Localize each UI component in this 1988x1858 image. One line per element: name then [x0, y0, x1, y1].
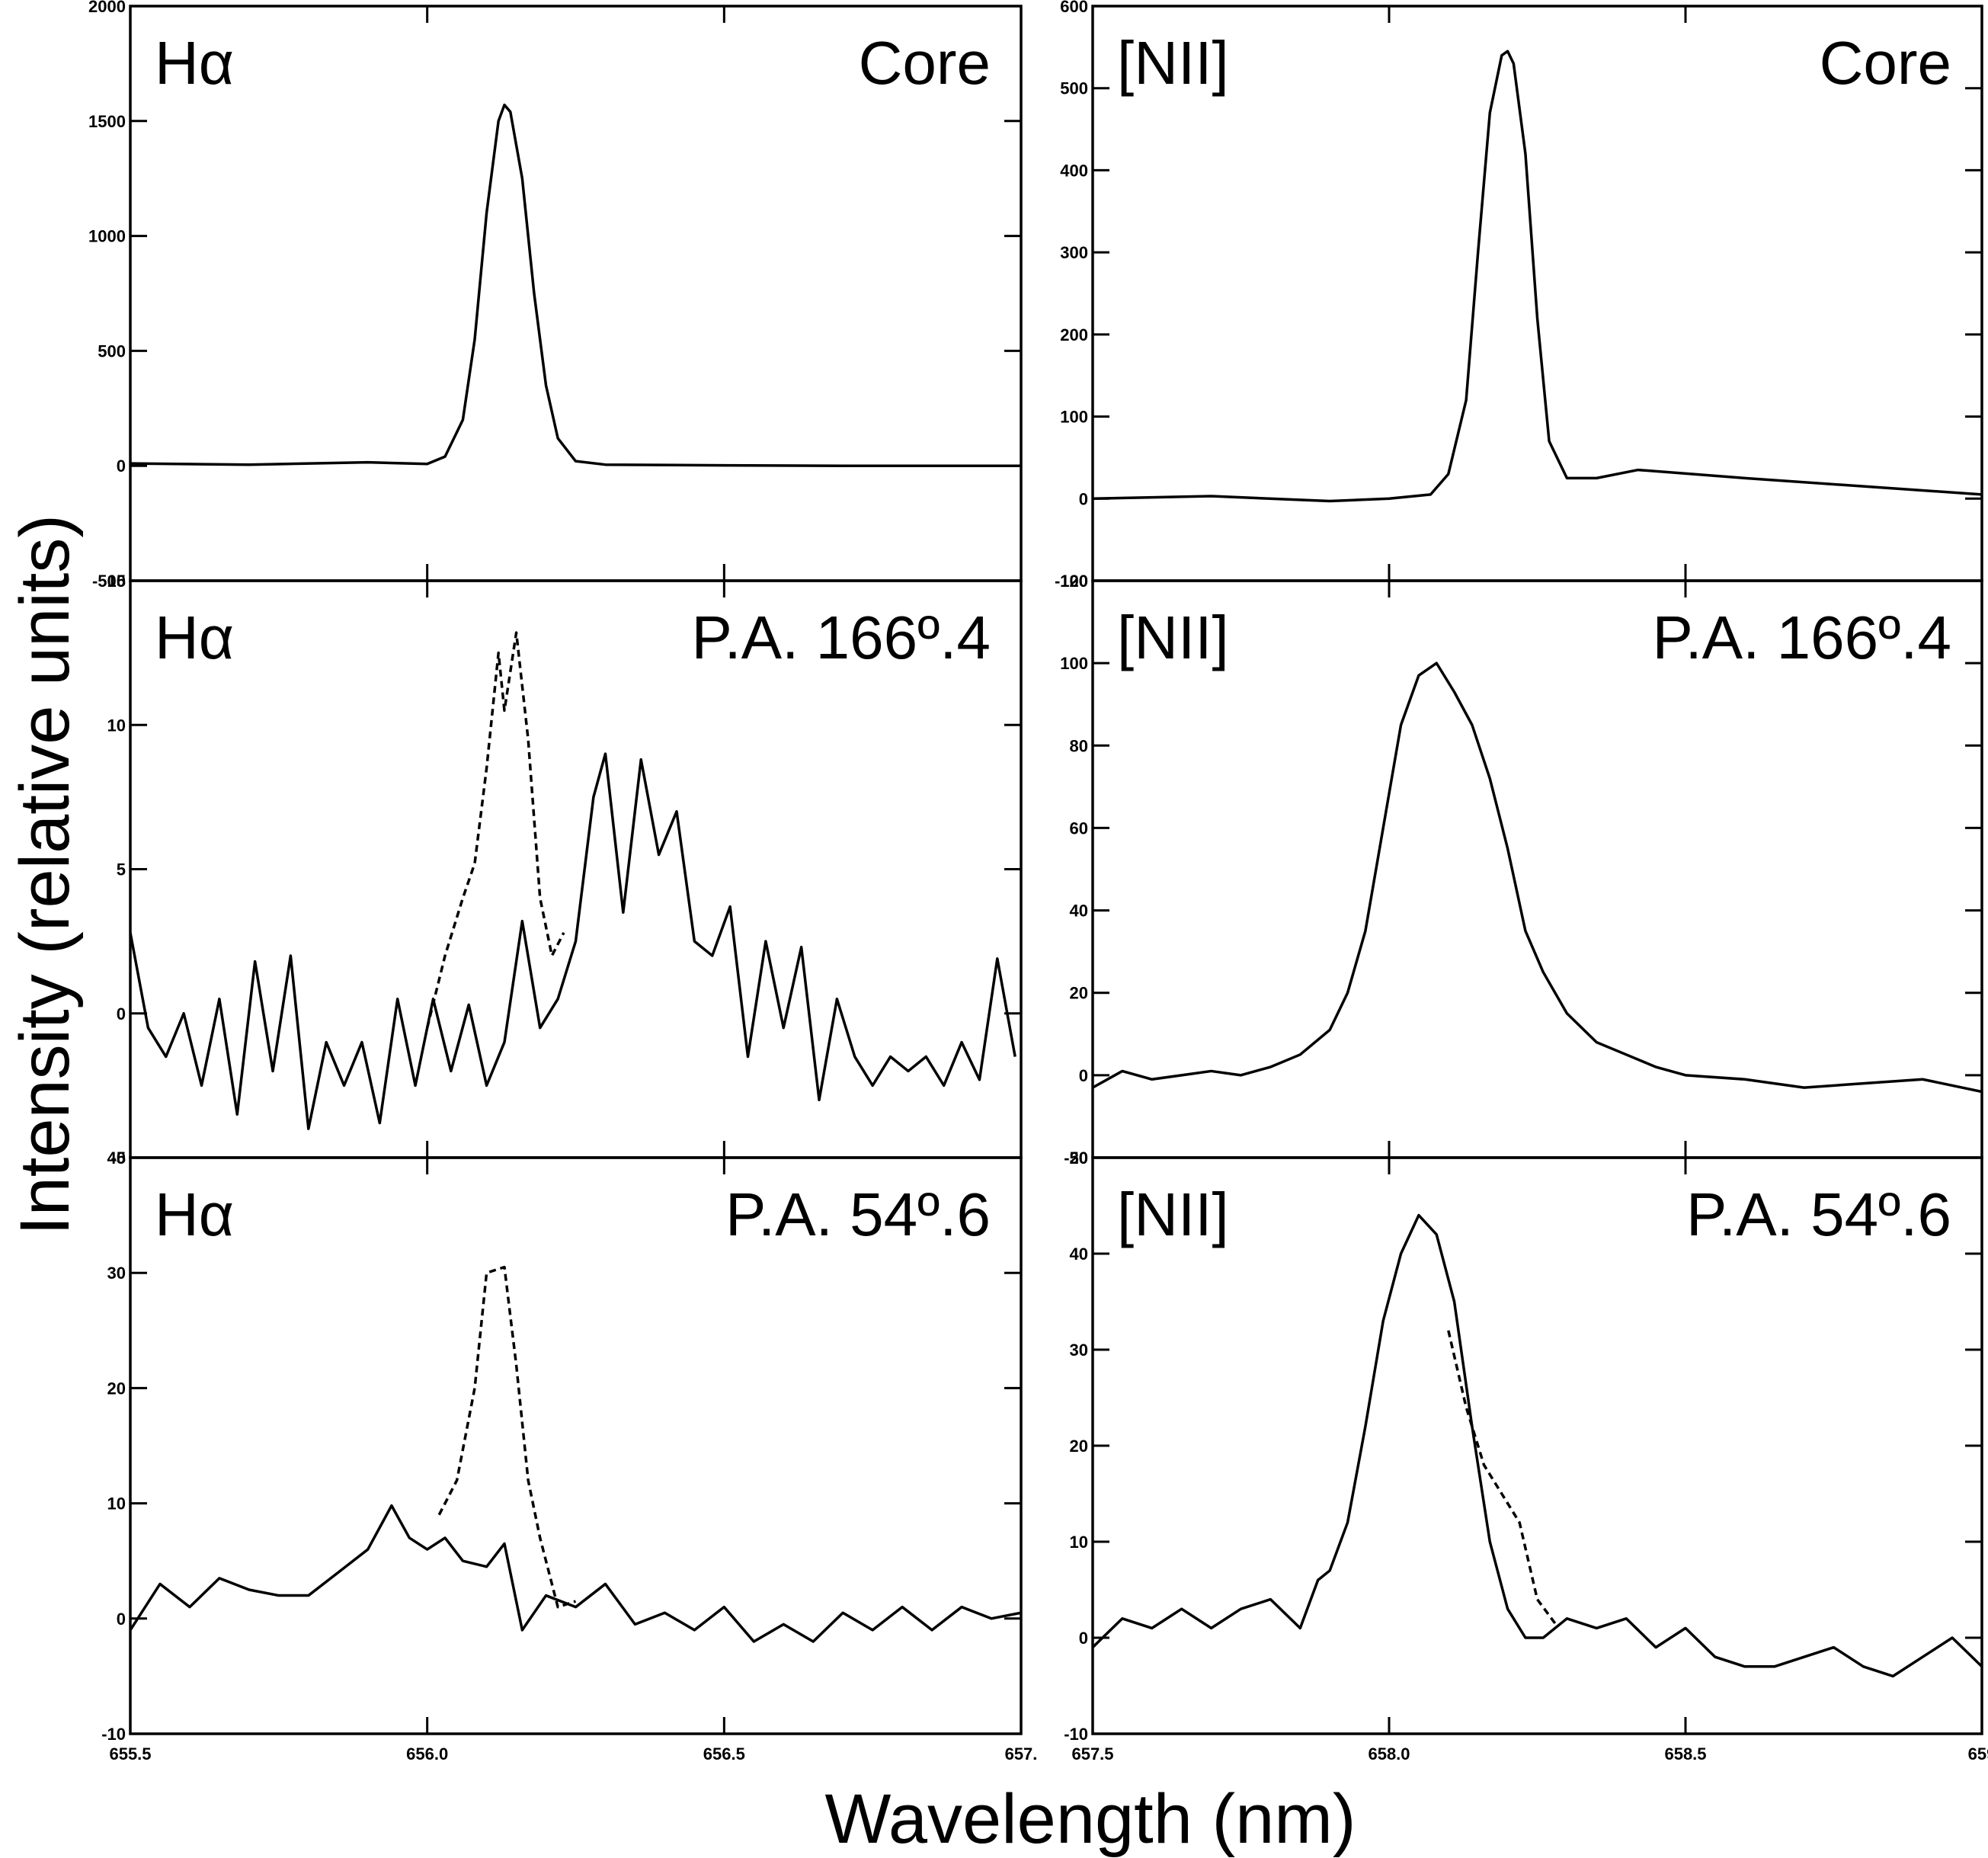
panel-subtitle: P.A. 54º.6: [1686, 1180, 1951, 1248]
panel-subtitle: P.A. 54º.6: [725, 1180, 991, 1248]
y-tick-label: 2000: [88, 0, 126, 16]
y-tick-label: 20: [1070, 984, 1088, 1003]
y-tick-label: 100: [1060, 654, 1088, 673]
x-tick-label: 655.5: [109, 1744, 151, 1763]
y-tick-label: -5: [110, 1148, 126, 1168]
x-tick-label: 659: [1968, 1744, 1988, 1763]
y-tick-label: 100: [1060, 408, 1088, 427]
y-tick-label: 120: [1060, 572, 1088, 591]
y-tick-label: 1000: [88, 227, 126, 246]
y-tick-label: 60: [1070, 818, 1088, 838]
x-tick-label: 656.0: [406, 1744, 448, 1763]
panel-subtitle: P.A. 166º.4: [1653, 604, 1952, 671]
spectrum-line: [1093, 1213, 1982, 1678]
y-tick-label: 0: [117, 1004, 126, 1024]
y-tick-label: 20: [107, 1379, 126, 1398]
spectrum-line: [1093, 662, 1982, 1094]
y-tick-label: 15: [107, 572, 126, 591]
spectrum-line: [1093, 50, 1982, 503]
panel-subtitle: Core: [1820, 29, 1951, 97]
y-tick-label: 0: [1079, 489, 1088, 508]
spectrum-line: [425, 631, 565, 1029]
y-tick-label: 600: [1060, 0, 1088, 16]
y-tick-label: 30: [1070, 1341, 1088, 1360]
x-tick-label: 657.5: [1071, 1744, 1113, 1763]
y-tick-label: 0: [1079, 1629, 1088, 1648]
y-tick-label: 10: [107, 1494, 126, 1514]
y-tick-label: 500: [1060, 79, 1088, 98]
y-tick-label: 500: [98, 341, 126, 360]
y-tick-label: 0: [1079, 1066, 1088, 1085]
y-tick-label: 10: [1070, 1533, 1088, 1552]
y-tick-label: -20: [1064, 1148, 1088, 1168]
y-tick-label: 5: [117, 860, 126, 879]
spectrum-line: [130, 1504, 1021, 1643]
y-tick-label: 10: [107, 716, 126, 735]
y-axis-label: Intensity (relative units): [6, 514, 84, 1235]
y-tick-label: -100: [1055, 572, 1088, 591]
y-tick-label: 40: [1070, 902, 1088, 921]
panel-frame: [1091, 1156, 1983, 1735]
y-tick-label: 1500: [88, 112, 126, 131]
panel-subtitle: Core: [859, 29, 991, 97]
panel-title: [NII]: [1117, 29, 1229, 97]
y-tick-label: 30: [107, 1264, 126, 1283]
y-tick-label: 200: [1060, 325, 1088, 344]
y-tick-label: 300: [1060, 243, 1088, 262]
y-tick-label: 400: [1060, 161, 1088, 180]
panel-title: Hα: [155, 604, 234, 671]
panel-title: Hα: [155, 29, 234, 97]
x-tick-label: 658.5: [1664, 1744, 1706, 1763]
y-tick-label: 0: [117, 456, 126, 476]
spectrum-line: [130, 103, 1021, 467]
panel-title: Hα: [155, 1180, 234, 1248]
panel-title: [NII]: [1117, 604, 1229, 671]
y-tick-label: 20: [1070, 1437, 1088, 1456]
y-tick-label: -10: [1064, 1725, 1088, 1744]
x-tick-label: 657.: [1005, 1744, 1038, 1763]
x-axis-label: Wavelength (nm): [824, 1780, 1356, 1858]
y-tick-label: 80: [1070, 736, 1088, 755]
spectrum-line: [437, 1265, 577, 1609]
y-tick-label: 40: [107, 1148, 126, 1168]
panel-title: [NII]: [1117, 1180, 1229, 1248]
x-tick-label: 656.5: [703, 1744, 745, 1763]
y-tick-label: -10: [101, 1725, 126, 1744]
panel-subtitle: P.A. 166º.4: [692, 604, 991, 671]
y-tick-label: 40: [1070, 1245, 1088, 1264]
y-tick-label: 0: [117, 1610, 126, 1629]
panel-frame: [129, 1156, 1023, 1735]
y-tick-label: -500: [92, 572, 126, 591]
spectrum-line: [1447, 1330, 1557, 1625]
spectrum-line: [130, 752, 1016, 1130]
y-tick-label: 50: [1070, 1148, 1088, 1168]
x-tick-label: 658.0: [1368, 1744, 1410, 1763]
